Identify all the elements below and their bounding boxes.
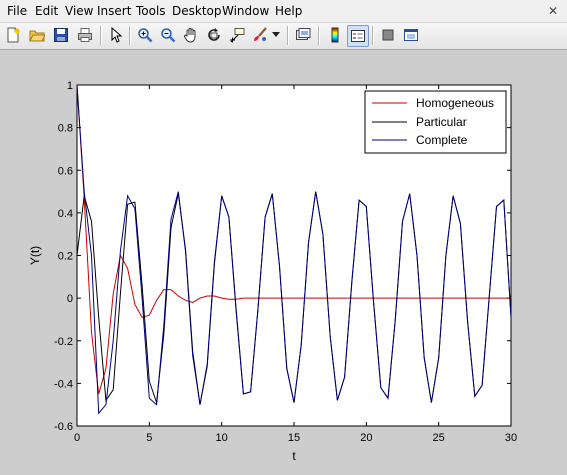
y-tick-label: 1 (67, 80, 73, 92)
legend-label-particular: Particular (416, 115, 467, 129)
edit-plot-icon[interactable] (106, 25, 126, 45)
legend[interactable]: Homogeneous Particular Complete (364, 90, 507, 154)
colorbar-icon[interactable] (325, 25, 345, 45)
y-tick-label: 0.2 (58, 251, 73, 263)
data-cursor-icon[interactable] (227, 25, 247, 45)
x-tick-label: 25 (433, 432, 445, 444)
menu-edit[interactable]: Edit (35, 4, 59, 18)
menu-help[interactable]: Help (275, 4, 303, 18)
figure-canvas: 0 5 10 15 20 25 30 -0.6 -0.4 -0.2 0 0.2 0.4 0.6 0.8 1 t… (0, 50, 567, 475)
menu-tools[interactable]: Tools (136, 4, 166, 18)
tick-layer: 0 5 10 15 20 25 30 -0.6 -0.4 -0.2 0 0.2 0.4 0.6 0.8 1 (54, 80, 517, 444)
rotate-3d-icon[interactable] (204, 25, 224, 45)
menu-file[interactable]: File (7, 4, 28, 18)
new-figure-icon[interactable] (3, 25, 23, 45)
x-tick-label: 20 (360, 432, 372, 444)
open-file-icon[interactable] (27, 25, 47, 45)
menu-insert[interactable]: Insert (97, 4, 132, 18)
y-axis-label: Y(t) (28, 246, 42, 265)
legend-icon[interactable] (347, 25, 369, 47)
x-tick-label: 0 (74, 432, 80, 444)
y-tick-label: -0.4 (54, 378, 73, 390)
save-icon[interactable] (51, 25, 71, 45)
close-icon[interactable]: ✕ (548, 4, 559, 18)
toolbar-separator (318, 26, 320, 45)
y-tick-label: -0.6 (54, 421, 73, 433)
series-layer (76, 84, 512, 415)
show-plot-tools-icon[interactable] (401, 25, 421, 45)
x-tick-label: 10 (216, 432, 228, 444)
link-plot-icon[interactable] (293, 25, 313, 45)
menu-view[interactable]: View (65, 4, 94, 18)
brush-dropdown-icon[interactable] (270, 25, 282, 45)
y-tick-label: 0.8 (58, 123, 73, 135)
y-tick-label: 0.6 (58, 165, 73, 177)
y-tick-label: 0 (67, 293, 73, 305)
x-tick-label: 15 (288, 432, 300, 444)
toolbar-separator (372, 26, 374, 45)
menu-window[interactable]: Window (222, 4, 270, 18)
toolbar-separator (100, 26, 102, 45)
zoom-in-icon[interactable] (135, 25, 155, 45)
x-tick-label: 30 (505, 432, 517, 444)
print-icon[interactable] (75, 25, 95, 45)
legend-label-complete: Complete (416, 133, 468, 147)
toolbar-separator (287, 26, 289, 45)
y-tick-label: -0.2 (54, 336, 73, 348)
zoom-out-icon[interactable] (158, 25, 178, 45)
y-tick-label: 0.4 (58, 208, 73, 220)
series-line-complete[interactable] (76, 84, 512, 415)
x-tick-label: 5 (146, 432, 152, 444)
brush-icon[interactable] (250, 25, 270, 45)
series-line-homogeneous[interactable] (76, 84, 511, 395)
toolbar-separator (129, 26, 131, 45)
menu-desktop[interactable]: Desktop (172, 4, 222, 18)
figure-toolbar (0, 23, 567, 50)
menu-bar: File Edit View Insert Tools Desktop Wind… (0, 0, 567, 23)
legend-label-homogeneous: Homogeneous (416, 96, 494, 110)
x-axis-label: t (292, 449, 296, 463)
pan-icon[interactable] (181, 25, 201, 45)
plot-svg: 0 5 10 15 20 25 30 -0.6 -0.4 -0.2 0 0.2 0.4 0.6 0.8 1 t… (28, 80, 517, 463)
hide-plot-tools-icon[interactable] (378, 25, 398, 45)
